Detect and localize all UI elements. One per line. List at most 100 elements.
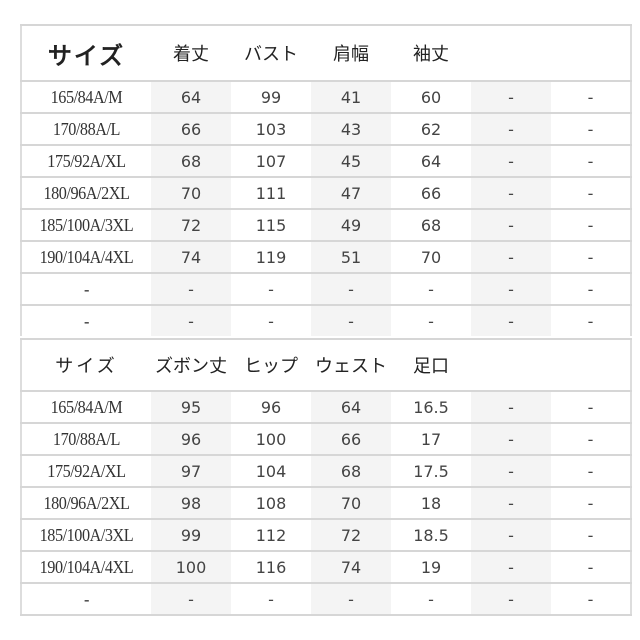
measurement-cell: 66 (391, 176, 471, 209)
measurement-cell: - (151, 582, 231, 615)
measurement-cell: - (551, 112, 631, 145)
column-header: 着丈 (151, 24, 231, 81)
measurement-cell: 112 (231, 518, 311, 551)
table-row: 180/96A/2XL 70 111 47 66- - (21, 176, 631, 209)
measurement-cell: - (471, 112, 551, 145)
measurement-cell: 17.5 (391, 454, 471, 487)
top-size-table: サイズ 着丈 バスト 肩幅 袖丈 165/84A/M 64 99 41 60- -170/88A/L… (20, 24, 632, 336)
measurement-cell: 116 (231, 550, 311, 583)
measurement-cell: 19 (391, 550, 471, 583)
table-row: ------- (21, 582, 631, 615)
header-row: サイズ 着丈 バスト 肩幅 袖丈 (21, 24, 631, 81)
measurement-cell: - (471, 550, 551, 583)
measurement-cell: 68 (151, 144, 231, 177)
column-header: サイズ (21, 24, 151, 81)
measurement-cell: - (551, 272, 631, 305)
column-header: ヒップ (231, 338, 311, 391)
column-header: バスト (231, 24, 311, 81)
size-cell: 190/104A/4XL (27, 240, 145, 273)
measurement-cell: 70 (151, 176, 231, 209)
measurement-cell: - (551, 390, 631, 423)
table-row: 165/84A/M 95 96 64 16.5- - (21, 390, 631, 423)
measurement-cell: 70 (311, 486, 391, 519)
measurement-cell: 111 (231, 176, 311, 209)
measurement-cell: 72 (151, 208, 231, 241)
bottom-size-table: サイズ ズボン丈 ヒップ ウェスト 足口 165/84A/M 95 96 64 16.5- -170… (20, 338, 632, 616)
measurement-cell: 18.5 (391, 518, 471, 551)
size-cell: - (27, 582, 145, 615)
measurement-cell: 64 (151, 80, 231, 113)
measurement-cell: - (471, 208, 551, 241)
measurement-cell: - (551, 176, 631, 209)
measurement-cell: - (151, 272, 231, 305)
measurement-cell: 98 (151, 486, 231, 519)
measurement-cell: - (551, 80, 631, 113)
measurement-cell: - (471, 390, 551, 423)
measurement-cell: 43 (311, 112, 391, 145)
measurement-cell: 96 (231, 390, 311, 423)
measurement-cell: 51 (311, 240, 391, 273)
measurement-cell: - (551, 486, 631, 519)
measurement-cell: 100 (231, 422, 311, 455)
measurement-cell: - (551, 304, 631, 336)
measurement-cell: - (471, 144, 551, 177)
column-header: 袖丈 (391, 24, 471, 81)
measurement-cell: - (471, 422, 551, 455)
size-cell: 165/84A/M (27, 390, 145, 423)
table-row: 190/104A/4XL 100 116 74 19- - (21, 550, 631, 583)
measurement-cell: 104 (231, 454, 311, 487)
measurement-cell: 16.5 (391, 390, 471, 423)
measurement-cell: 62 (391, 112, 471, 145)
measurement-cell: 108 (231, 486, 311, 519)
table-row: 170/88A/L 66 103 43 62- - (21, 112, 631, 145)
measurement-cell: 17 (391, 422, 471, 455)
table-row: 165/84A/M 64 99 41 60- - (21, 80, 631, 113)
measurement-cell: 72 (311, 518, 391, 551)
size-cell: - (27, 304, 145, 336)
measurement-cell: 45 (311, 144, 391, 177)
measurement-cell: - (551, 582, 631, 615)
column-header (551, 24, 631, 81)
measurement-cell: 64 (311, 390, 391, 423)
measurement-cell: 49 (311, 208, 391, 241)
column-header: 足口 (391, 338, 471, 391)
measurement-cell: 95 (151, 390, 231, 423)
measurement-cell: 103 (231, 112, 311, 145)
size-cell: 175/92A/XL (27, 454, 145, 487)
table-row: 175/92A/XL 68 107 45 64- - (21, 144, 631, 177)
measurement-cell: - (471, 176, 551, 209)
measurement-cell: - (471, 518, 551, 551)
measurement-cell: - (391, 272, 471, 305)
column-header (471, 338, 551, 391)
measurement-cell: - (551, 454, 631, 487)
table-row: ------- (21, 272, 631, 305)
measurement-cell: - (151, 304, 231, 336)
measurement-cell: 74 (151, 240, 231, 273)
measurement-cell: - (551, 422, 631, 455)
measurement-cell: - (391, 582, 471, 615)
size-cell: 185/100A/3XL (27, 518, 145, 551)
column-header (471, 24, 551, 81)
measurement-cell: - (551, 518, 631, 551)
measurement-cell: - (231, 582, 311, 615)
size-cell: 175/92A/XL (27, 144, 145, 177)
size-cell: 190/104A/4XL (27, 550, 145, 583)
measurement-cell: 107 (231, 144, 311, 177)
measurement-cell: 66 (151, 112, 231, 145)
size-cell: 180/96A/2XL (27, 176, 145, 209)
measurement-cell: - (551, 208, 631, 241)
measurement-cell: - (471, 240, 551, 273)
measurement-cell: - (311, 272, 391, 305)
table-row: 180/96A/2XL 98 108 70 18- - (21, 486, 631, 519)
table-row: 185/100A/3XL 99 112 72 18.5- - (21, 518, 631, 551)
column-header (551, 338, 631, 391)
measurement-cell: 60 (391, 80, 471, 113)
measurement-cell: 70 (391, 240, 471, 273)
measurement-cell: 68 (311, 454, 391, 487)
table-row: 170/88A/L 96 100 66 17- - (21, 422, 631, 455)
table-row: ------- (21, 304, 631, 336)
measurement-cell: - (231, 304, 311, 336)
size-cell: 185/100A/3XL (27, 208, 145, 241)
size-cell: - (27, 272, 145, 305)
measurement-cell: 99 (151, 518, 231, 551)
